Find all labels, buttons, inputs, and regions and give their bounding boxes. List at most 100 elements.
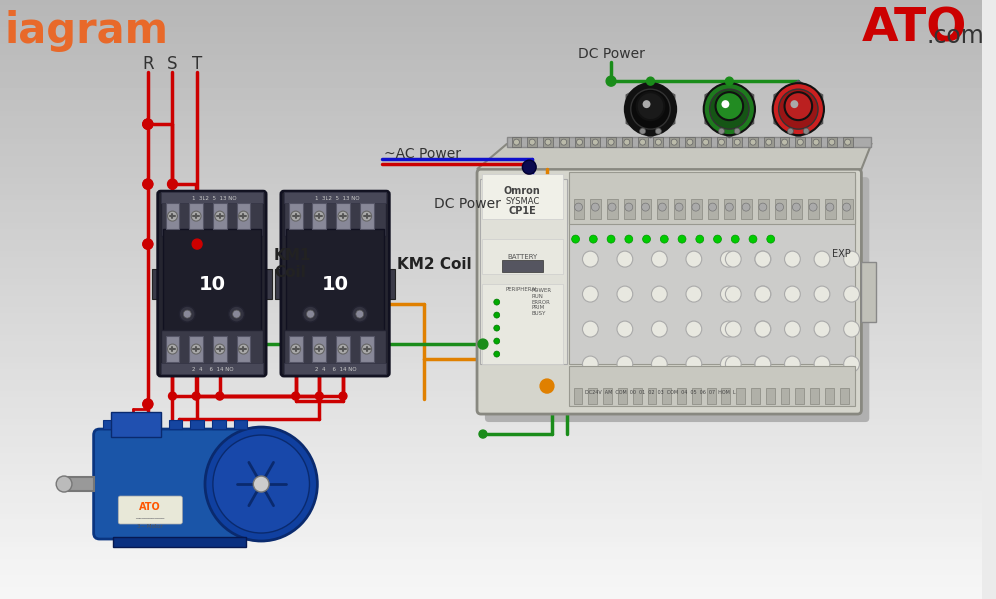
Circle shape bbox=[658, 203, 666, 211]
Bar bbox=[732, 137, 742, 147]
Bar bbox=[843, 137, 853, 147]
Circle shape bbox=[307, 310, 315, 318]
FancyBboxPatch shape bbox=[485, 177, 870, 422]
Bar bbox=[618, 388, 626, 404]
Circle shape bbox=[708, 203, 716, 211]
Circle shape bbox=[715, 92, 743, 120]
Bar bbox=[608, 199, 618, 219]
Circle shape bbox=[572, 235, 580, 243]
Circle shape bbox=[624, 83, 676, 135]
Bar bbox=[662, 388, 671, 404]
Bar bbox=[165, 203, 179, 229]
Bar bbox=[736, 388, 745, 404]
Bar bbox=[810, 388, 819, 404]
Circle shape bbox=[788, 128, 794, 134]
Bar bbox=[721, 388, 730, 404]
Text: EXP: EXP bbox=[833, 249, 851, 259]
Circle shape bbox=[636, 92, 664, 120]
Bar bbox=[653, 137, 663, 147]
Circle shape bbox=[362, 211, 372, 221]
Circle shape bbox=[755, 286, 771, 302]
Circle shape bbox=[776, 203, 784, 211]
Circle shape bbox=[809, 203, 817, 211]
Bar bbox=[289, 203, 303, 229]
Text: .com: .com bbox=[926, 24, 984, 48]
Circle shape bbox=[291, 344, 301, 354]
Circle shape bbox=[655, 128, 661, 134]
Bar bbox=[741, 199, 752, 219]
Circle shape bbox=[303, 306, 319, 322]
Circle shape bbox=[692, 203, 700, 211]
Bar bbox=[622, 137, 631, 147]
Circle shape bbox=[813, 139, 819, 145]
Circle shape bbox=[607, 76, 616, 86]
Bar bbox=[114, 537, 246, 547]
Bar bbox=[589, 388, 598, 404]
Bar bbox=[748, 137, 758, 147]
Text: 3~ Motor: 3~ Motor bbox=[137, 524, 162, 528]
Bar bbox=[160, 192, 263, 236]
Bar bbox=[707, 199, 718, 219]
Bar bbox=[647, 388, 656, 404]
Bar bbox=[591, 137, 601, 147]
Circle shape bbox=[514, 139, 519, 145]
Polygon shape bbox=[477, 144, 872, 169]
Circle shape bbox=[785, 356, 801, 372]
Circle shape bbox=[755, 286, 771, 302]
Circle shape bbox=[720, 251, 736, 267]
Circle shape bbox=[671, 139, 677, 145]
Circle shape bbox=[529, 139, 535, 145]
Circle shape bbox=[315, 344, 325, 354]
Bar bbox=[825, 199, 836, 219]
Circle shape bbox=[167, 344, 177, 354]
Bar bbox=[360, 336, 374, 362]
Text: ATO: ATO bbox=[862, 7, 967, 52]
Bar bbox=[151, 269, 157, 299]
Text: Omron: Omron bbox=[504, 186, 541, 196]
Bar bbox=[632, 388, 641, 404]
Circle shape bbox=[844, 251, 860, 267]
Circle shape bbox=[651, 251, 667, 267]
Bar bbox=[724, 199, 735, 219]
Circle shape bbox=[785, 321, 801, 337]
Circle shape bbox=[216, 392, 224, 400]
Circle shape bbox=[291, 211, 301, 221]
Circle shape bbox=[844, 286, 860, 302]
Circle shape bbox=[651, 321, 667, 337]
Bar bbox=[286, 229, 384, 339]
Circle shape bbox=[630, 89, 670, 129]
Circle shape bbox=[561, 139, 567, 145]
Circle shape bbox=[641, 203, 649, 211]
Bar bbox=[168, 420, 182, 429]
Polygon shape bbox=[705, 81, 753, 137]
Circle shape bbox=[545, 139, 551, 145]
Circle shape bbox=[720, 321, 736, 337]
Text: S: S bbox=[167, 55, 177, 73]
Circle shape bbox=[686, 356, 702, 372]
Bar bbox=[236, 203, 250, 229]
Polygon shape bbox=[775, 81, 823, 137]
Circle shape bbox=[624, 203, 632, 211]
Circle shape bbox=[687, 139, 693, 145]
Circle shape bbox=[540, 379, 554, 393]
Bar bbox=[527, 137, 537, 147]
Circle shape bbox=[678, 235, 686, 243]
Bar bbox=[764, 137, 774, 147]
Bar bbox=[811, 137, 821, 147]
Bar bbox=[234, 420, 247, 429]
Circle shape bbox=[338, 344, 348, 354]
Bar bbox=[607, 137, 616, 147]
Bar bbox=[574, 388, 583, 404]
Circle shape bbox=[338, 211, 348, 221]
Circle shape bbox=[755, 251, 771, 267]
Circle shape bbox=[494, 299, 500, 305]
Circle shape bbox=[755, 251, 771, 267]
Bar bbox=[707, 388, 715, 404]
Circle shape bbox=[215, 344, 225, 354]
Circle shape bbox=[718, 139, 724, 145]
Bar bbox=[160, 363, 263, 374]
Bar bbox=[284, 330, 386, 374]
Circle shape bbox=[624, 235, 632, 243]
Bar bbox=[685, 137, 695, 147]
Circle shape bbox=[315, 211, 325, 221]
